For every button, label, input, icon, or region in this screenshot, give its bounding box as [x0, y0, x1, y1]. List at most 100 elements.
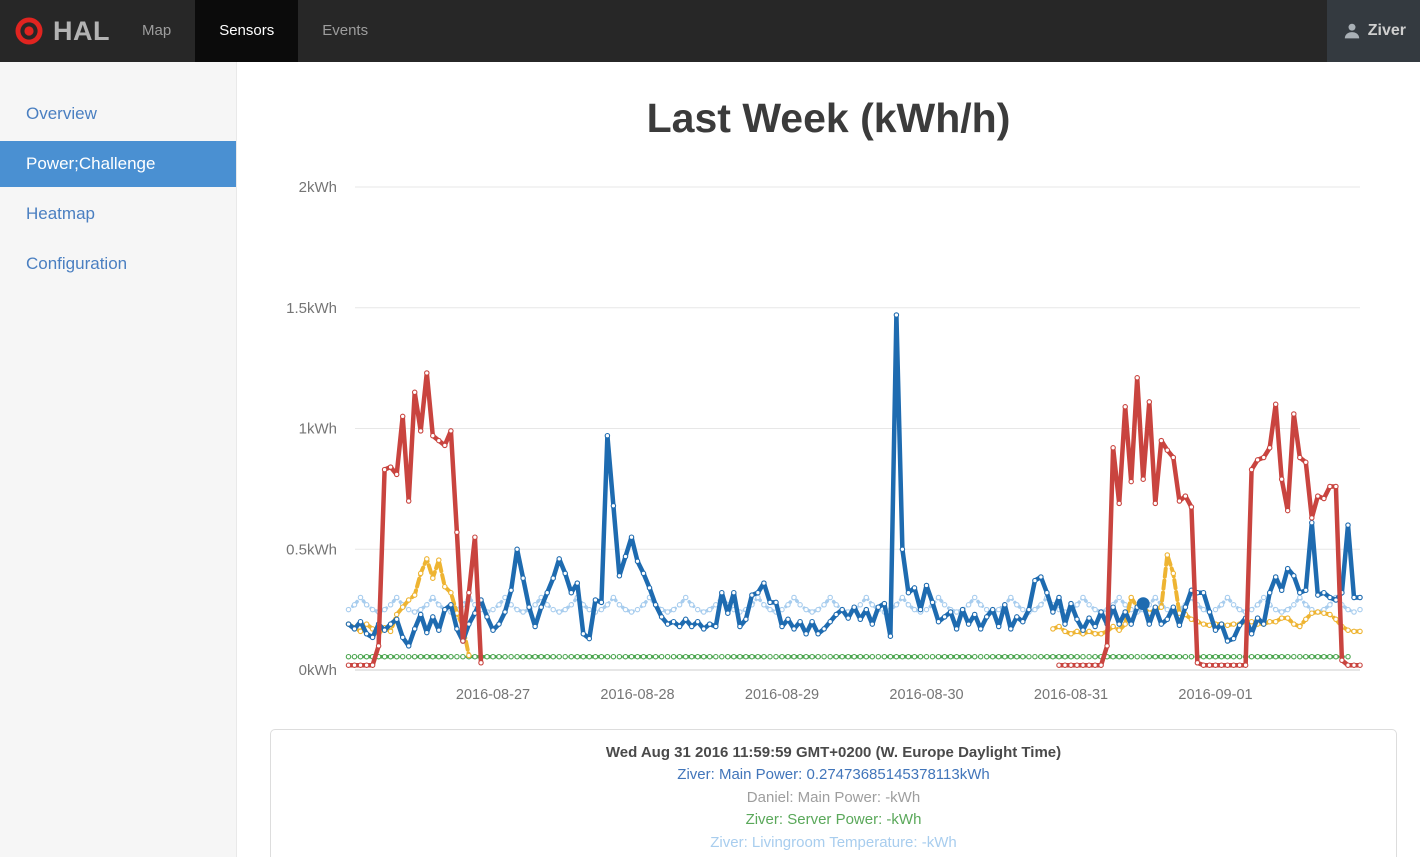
- data-point-marker: [363, 621, 370, 627]
- data-point-marker: [628, 653, 635, 660]
- data-point-marker: [586, 653, 593, 660]
- user-menu[interactable]: Ziver: [1326, 0, 1420, 62]
- data-point-marker: [694, 618, 701, 625]
- data-point-marker: [363, 662, 370, 668]
- data-point-marker: [1284, 565, 1291, 572]
- x-axis-tick-label: 2016-08-31: [1034, 687, 1108, 703]
- data-point-marker: [1188, 616, 1195, 623]
- data-point-marker: [755, 653, 761, 660]
- data-point-marker: [1074, 628, 1080, 635]
- data-point-marker: [911, 585, 918, 591]
- data-point-marker: [399, 413, 406, 420]
- data-point-marker: [773, 653, 779, 660]
- data-point-marker: [767, 606, 773, 613]
- data-point-marker: [1218, 662, 1225, 668]
- data-point-marker: [1327, 594, 1333, 601]
- data-point-marker: [399, 604, 406, 610]
- data-point-marker: [863, 594, 870, 601]
- data-point-marker: [1068, 653, 1074, 660]
- data-point-marker: [731, 589, 737, 596]
- data-point-marker: [863, 606, 870, 613]
- data-point-marker: [1291, 602, 1297, 608]
- data-point-marker: [1062, 653, 1068, 660]
- line-chart[interactable]: 0kWh 0.5kWh 1kWh 1.5kWh 2kWh 2016-08-27 2016-0…: [0, 62, 1420, 730]
- brand[interactable]: HAL: [14, 0, 110, 62]
- data-point-marker: [1309, 610, 1315, 616]
- sidebar-item-overview[interactable]: Overview: [26, 104, 97, 123]
- data-point-marker: [725, 653, 731, 660]
- data-point-marker: [767, 653, 773, 660]
- data-point-marker: [1158, 653, 1165, 660]
- data-point-marker: [731, 653, 737, 660]
- data-point-marker: [345, 653, 352, 660]
- data-point-marker: [1357, 606, 1363, 613]
- data-point-marker: [622, 553, 629, 560]
- data-point-marker: [514, 606, 520, 613]
- nav-tab-map[interactable]: Map: [142, 22, 172, 39]
- selected-data-point[interactable]: [1136, 597, 1150, 611]
- data-point-marker: [664, 621, 671, 627]
- data-point-marker: [1224, 594, 1231, 601]
- data-point-marker: [1008, 626, 1014, 632]
- sidebar: Overview Power;Challenge Heatmap Configurat…: [0, 62, 237, 857]
- data-point-marker: [1345, 522, 1351, 528]
- sidebar-item-configuration[interactable]: Configuration: [26, 254, 128, 273]
- data-point-marker: [1056, 662, 1062, 668]
- data-point-marker: [1014, 614, 1020, 620]
- data-point-marker: [405, 643, 412, 649]
- data-point-marker: [899, 594, 906, 601]
- data-point-marker: [387, 628, 394, 635]
- data-point-marker: [1104, 643, 1110, 649]
- data-point-marker: [893, 312, 900, 318]
- data-point-marker: [713, 653, 719, 660]
- data-point-marker: [351, 662, 358, 668]
- data-point-marker: [472, 534, 478, 540]
- data-point-marker: [1176, 622, 1183, 629]
- data-point-marker: [1176, 653, 1183, 660]
- data-point-marker: [351, 602, 358, 608]
- data-point-marker: [1357, 662, 1363, 668]
- data-point-marker: [345, 606, 352, 613]
- data-point-marker: [719, 589, 725, 596]
- data-point-marker: [821, 626, 827, 632]
- data-point-marker: [610, 503, 617, 509]
- data-point-marker: [604, 653, 611, 660]
- data-point-marker: [357, 662, 364, 668]
- sidebar-item-power-challenge[interactable]: Power;Challenge: [0, 141, 236, 187]
- data-point-marker: [369, 662, 376, 668]
- legend-row: Ziver: Main Power: 0.27473685145378113kW…: [677, 766, 990, 783]
- data-point-marker: [1020, 618, 1026, 625]
- data-point-marker: [1212, 606, 1219, 613]
- data-point-marker: [1321, 589, 1327, 596]
- legend-row: Ziver: Livingroom Temperature: -kWh: [710, 833, 957, 851]
- data-point-marker: [574, 580, 581, 586]
- data-point-marker: [1128, 478, 1134, 485]
- data-point-marker: [1056, 623, 1062, 630]
- data-point-marker: [1200, 662, 1207, 668]
- data-point-marker: [357, 618, 364, 625]
- data-point-marker: [1116, 653, 1122, 660]
- data-point-marker: [869, 653, 876, 660]
- data-point-marker: [676, 623, 683, 630]
- data-point-marker: [1315, 609, 1321, 615]
- data-point-marker: [466, 652, 472, 659]
- data-point-marker: [424, 370, 430, 376]
- data-point-marker: [363, 631, 370, 637]
- nav-tab-sensors[interactable]: Sensors: [195, 0, 299, 62]
- sidebar-item-heatmap[interactable]: Heatmap: [26, 204, 95, 223]
- data-point-marker: [1074, 602, 1080, 608]
- data-point-marker: [887, 633, 894, 639]
- data-point-marker: [436, 437, 442, 444]
- data-point-marker: [550, 575, 556, 581]
- data-point-marker: [995, 606, 1002, 613]
- data-point-marker: [971, 653, 978, 660]
- data-point-marker: [688, 602, 695, 608]
- data-point-marker: [947, 653, 954, 660]
- data-point-marker: [893, 602, 900, 608]
- data-point-marker: [1230, 621, 1237, 627]
- data-point-marker: [1170, 570, 1177, 577]
- data-point-marker: [514, 653, 520, 660]
- data-point-marker: [369, 606, 376, 613]
- nav-tab-events[interactable]: Events: [322, 22, 369, 39]
